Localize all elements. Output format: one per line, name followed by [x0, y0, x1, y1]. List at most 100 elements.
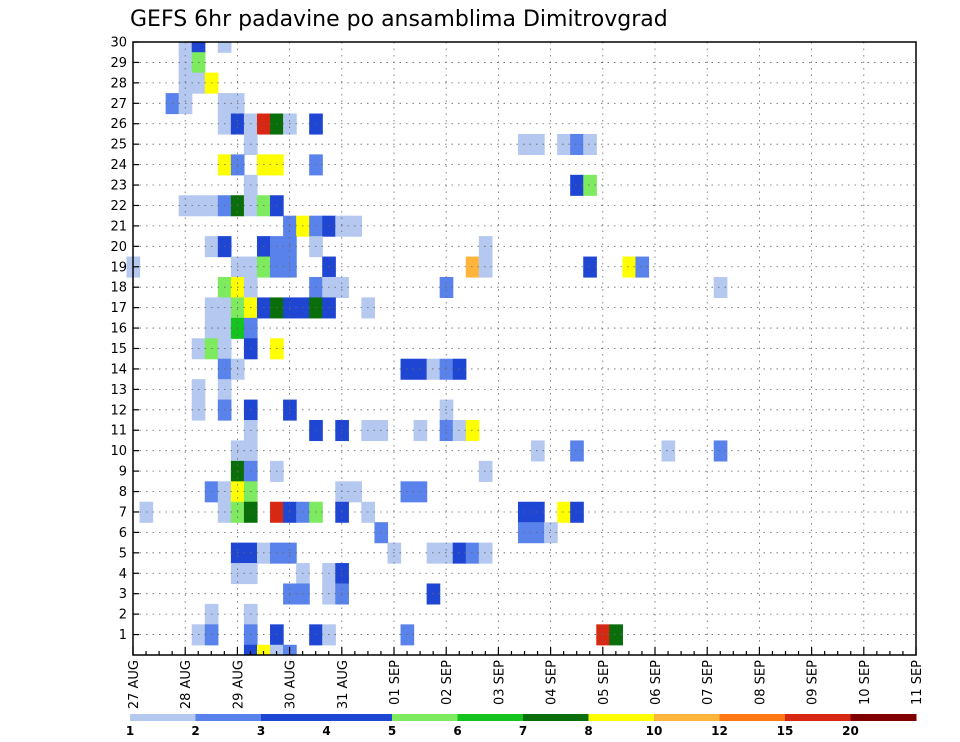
x-tick-label: 04 SEP	[545, 660, 560, 705]
legend-swatch	[523, 714, 589, 721]
y-tick-label: 24	[110, 158, 127, 173]
x-tick-label: 10 SEP	[858, 660, 873, 705]
y-tick-label: 2	[119, 608, 127, 623]
heatmap-cell	[531, 522, 545, 544]
heatmap-cell	[583, 256, 597, 278]
y-tick-label: 5	[119, 546, 127, 561]
y-tick-label: 30	[110, 36, 127, 51]
heatmap-cell	[465, 256, 480, 278]
heatmap-cell	[178, 42, 193, 53]
legend-swatch	[261, 714, 327, 721]
y-tick-label: 7	[119, 505, 127, 520]
legend-label: 3	[257, 724, 265, 738]
heatmap-cell	[478, 460, 493, 482]
x-tick-label: 06 SEP	[649, 660, 664, 705]
heatmap-cell	[557, 133, 571, 155]
x-tick-label: 07 SEP	[701, 660, 716, 705]
x-tick-label: 30 AUG	[284, 660, 299, 709]
legend-swatch	[654, 714, 720, 721]
color-legend: 1 2 3 4 5 6 7 8 10 12 15 20	[126, 714, 917, 738]
legend-swatch	[457, 714, 524, 721]
heatmap-cell	[256, 644, 271, 655]
heatmap-cell	[439, 358, 454, 380]
legend-label: 10	[646, 724, 663, 738]
legend-swatch	[195, 714, 262, 721]
x-tick-label: 03 SEP	[492, 660, 507, 705]
legend-label: 5	[388, 724, 396, 738]
y-tick-label: 1	[119, 628, 127, 643]
heatmap-cell	[439, 420, 454, 442]
heatmap-cell	[439, 399, 454, 421]
y-tick-label: 16	[110, 322, 127, 337]
heatmap-cell	[217, 42, 232, 53]
y-tick-label: 13	[110, 383, 127, 398]
heatmap-cell	[713, 276, 728, 299]
x-tick-label: 27 AUG	[127, 660, 142, 709]
heatmap-cell	[635, 256, 650, 278]
y-tick-label: 22	[110, 199, 127, 214]
heatmap-cell	[557, 501, 571, 523]
heatmap-cell	[531, 440, 545, 462]
heatmap-cell	[478, 256, 493, 278]
y-tick-label: 14	[110, 362, 127, 377]
y-tick-label: 9	[119, 465, 127, 480]
legend-swatch	[588, 714, 655, 721]
heatmap-cell	[544, 522, 558, 544]
heatmap-cell	[661, 440, 676, 462]
y-axis-ticks: 1234567891011121314151617181920212223242…	[110, 36, 139, 643]
heatmap-cell	[531, 501, 545, 523]
heatmap-cell	[465, 420, 480, 442]
y-tick-label: 17	[110, 301, 127, 316]
x-tick-label: 28 AUG	[179, 660, 194, 709]
heatmap-cell	[531, 133, 545, 155]
x-axis-ticks: 27 AUG 28 AUG 29 AUG 30 AUG 31 AUG 01 SEP 02 S…	[127, 647, 925, 709]
heatmap-cell	[478, 542, 493, 564]
x-tick-label: 09 SEP	[806, 660, 821, 705]
x-tick-label: 29 AUG	[231, 660, 246, 709]
heatmap-cell	[570, 133, 584, 155]
y-tick-label: 21	[110, 219, 127, 234]
x-tick-label: 31 AUG	[336, 660, 351, 709]
heatmap-cell	[583, 174, 597, 196]
heatmap-cell	[570, 501, 584, 523]
heatmap-cell	[570, 440, 584, 462]
heatmap-cell	[517, 133, 532, 155]
y-tick-label: 29	[110, 56, 127, 71]
y-tick-label: 12	[110, 403, 127, 418]
heatmap-cell	[478, 236, 493, 258]
heatmap-cell	[439, 542, 454, 564]
heatmap-cell	[452, 358, 467, 380]
y-tick-label: 19	[110, 260, 127, 275]
heatmap-cell	[191, 42, 206, 53]
y-tick-label: 15	[110, 342, 127, 357]
x-tick-label: 02 SEP	[440, 660, 455, 705]
y-tick-label: 3	[119, 587, 127, 602]
heatmap-cell	[270, 644, 284, 655]
heatmap-cell	[517, 501, 532, 523]
heatmap-cell	[517, 522, 532, 544]
legend-label: 7	[519, 724, 527, 738]
heatmap-cell	[609, 624, 623, 646]
y-tick-label: 11	[110, 424, 127, 439]
heatmap-cell	[439, 276, 454, 299]
legend-label: 6	[453, 724, 461, 738]
y-tick-label: 20	[110, 240, 127, 255]
y-tick-label: 27	[110, 97, 127, 112]
y-tick-label: 25	[110, 138, 127, 153]
legend-label: 4	[322, 724, 330, 738]
legend-label: 2	[191, 724, 199, 738]
y-tick-label: 23	[110, 179, 127, 194]
heatmap-cell	[583, 133, 597, 155]
legend-swatch	[850, 714, 917, 721]
legend-label: 15	[777, 724, 794, 738]
legend-label: 20	[842, 724, 859, 738]
y-tick-label: 8	[119, 485, 127, 500]
legend-label: 12	[711, 724, 728, 738]
x-tick-label: 01 SEP	[388, 660, 403, 705]
x-tick-label: 05 SEP	[597, 660, 612, 705]
legend-swatch	[392, 714, 458, 721]
y-tick-label: 28	[110, 76, 127, 91]
heatmap-cell	[570, 174, 584, 196]
heatmap-cell	[243, 644, 258, 655]
